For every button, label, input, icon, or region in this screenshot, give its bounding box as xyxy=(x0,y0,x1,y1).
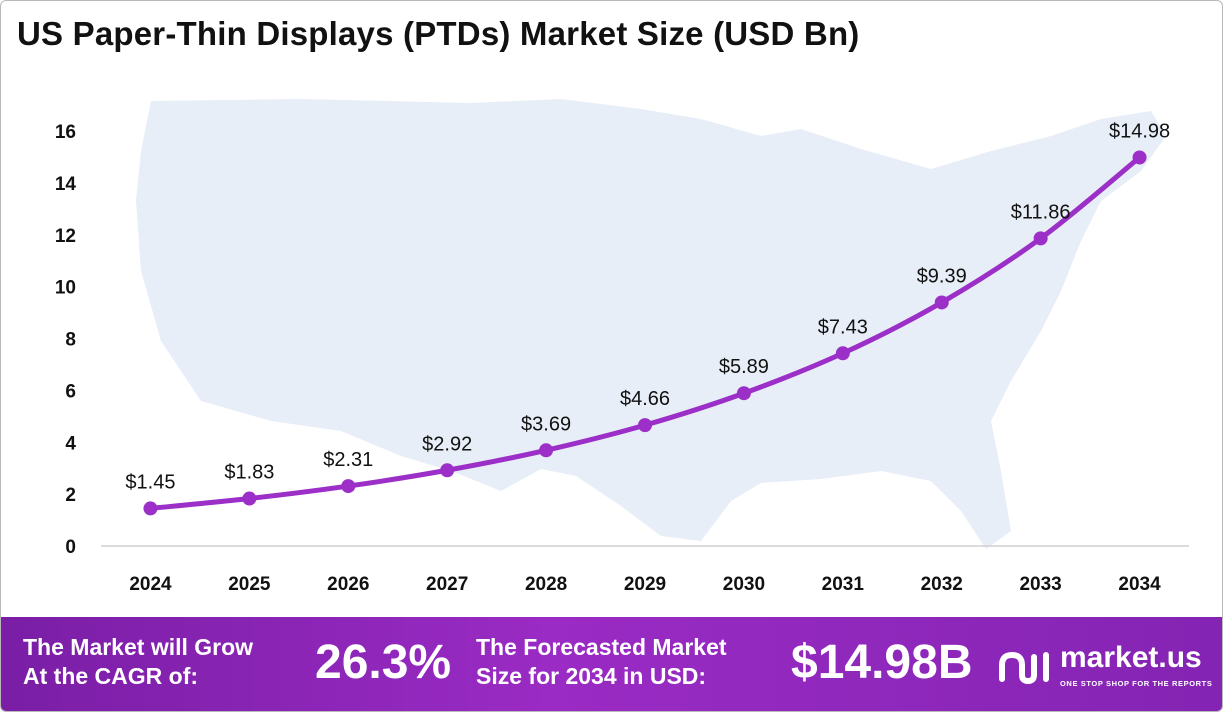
y-tick-label: 12 xyxy=(55,226,76,247)
data-label: $1.45 xyxy=(125,471,175,493)
data-point xyxy=(934,295,949,310)
data-point xyxy=(835,346,850,361)
cagr-label: The Market will Grow At the CAGR of: xyxy=(23,634,254,689)
y-tick-label: 10 xyxy=(55,278,76,299)
y-tick-label: 14 xyxy=(55,174,77,195)
data-point xyxy=(143,501,158,516)
data-label: $14.98 xyxy=(1109,120,1170,142)
x-tick-label: 2032 xyxy=(921,574,963,595)
x-tick-label: 2033 xyxy=(1019,574,1061,595)
data-point xyxy=(1132,150,1147,165)
data-point xyxy=(440,463,455,478)
data-label: $5.89 xyxy=(719,356,769,378)
y-tick-label: 6 xyxy=(65,381,76,402)
data-label: $1.83 xyxy=(224,462,274,484)
brand-tagline: ONE STOP SHOP FOR THE REPORTS xyxy=(1060,679,1213,688)
market-us-logo-icon xyxy=(999,651,1049,685)
data-point xyxy=(341,479,356,494)
y-tick-label: 8 xyxy=(65,330,76,351)
cagr-value: 26.3% xyxy=(315,636,452,689)
x-tick-label: 2030 xyxy=(723,574,765,595)
y-tick-label: 4 xyxy=(65,433,76,454)
brand-logo: market.us ONE STOP SHOP FOR THE REPORTS xyxy=(996,639,1216,699)
x-tick-label: 2027 xyxy=(426,574,468,595)
data-point xyxy=(1033,231,1048,246)
line-chart: 0 2 4 6 8 10 12 14 16 2024 2025 2026 2027 2028 2029 203… xyxy=(55,99,1189,595)
data-point xyxy=(539,443,554,458)
y-tick-label: 0 xyxy=(65,537,76,558)
data-label: $4.66 xyxy=(620,388,670,410)
x-tick-label: 2034 xyxy=(1118,574,1161,595)
data-label: $3.69 xyxy=(521,413,571,435)
data-point xyxy=(242,491,257,506)
data-point xyxy=(736,386,751,401)
x-tick-label: 2028 xyxy=(525,574,567,595)
data-label: $9.39 xyxy=(917,265,967,287)
x-tick-label: 2029 xyxy=(624,574,666,595)
chart-title: US Paper-Thin Displays (PTDs) Market Siz… xyxy=(17,15,860,52)
forecast-value: $14.98B xyxy=(791,636,973,689)
y-tick-label: 16 xyxy=(55,122,76,143)
x-tick-label: 2024 xyxy=(129,574,172,595)
us-map-icon xyxy=(136,99,1166,549)
summary-banner: The Market will Grow At the CAGR of: 26.… xyxy=(1,617,1222,711)
data-label: $11.86 xyxy=(1011,201,1071,223)
brand-name: market.us xyxy=(1060,641,1202,674)
y-tick-label: 2 xyxy=(65,485,76,506)
data-label: $2.92 xyxy=(422,433,472,455)
x-tick-label: 2031 xyxy=(822,574,865,595)
forecast-label: The Forecasted Market Size for 2034 in U… xyxy=(476,634,727,689)
data-point xyxy=(638,418,652,433)
x-tick-label: 2026 xyxy=(327,574,369,595)
x-tick-label: 2025 xyxy=(228,574,271,595)
data-label: $2.31 xyxy=(323,449,373,471)
data-label: $7.43 xyxy=(818,316,868,338)
